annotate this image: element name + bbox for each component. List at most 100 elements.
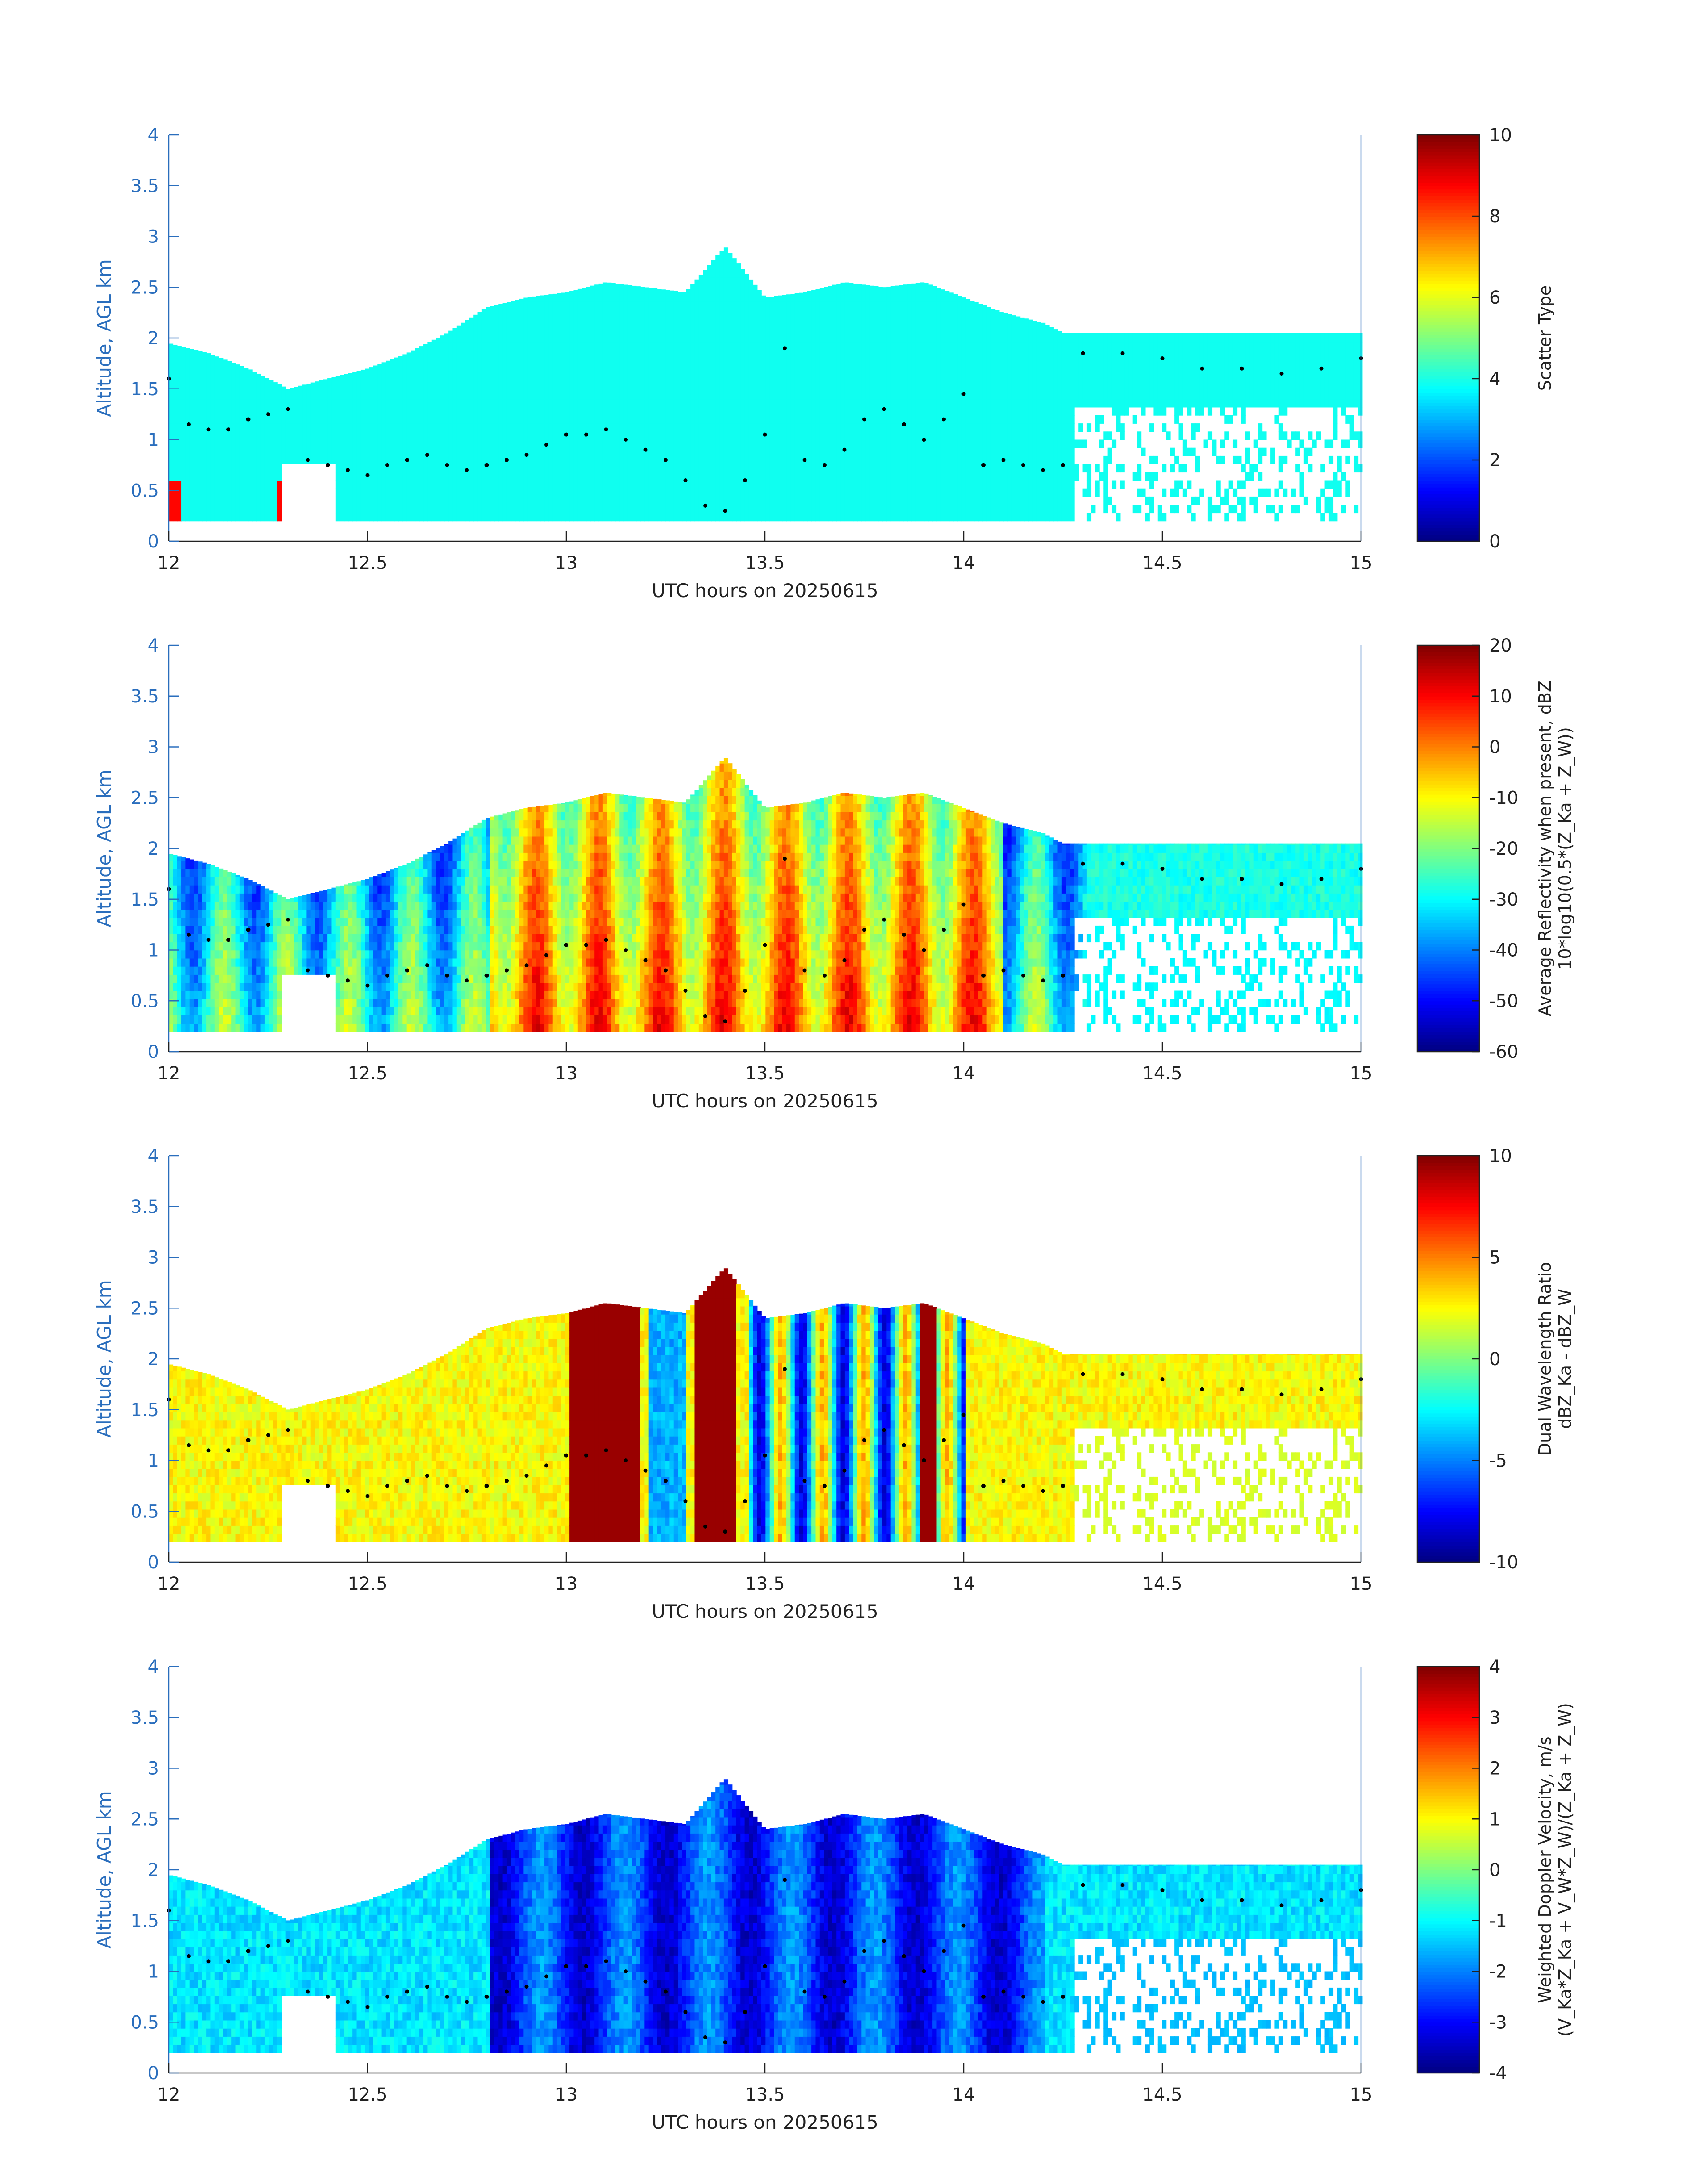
heatmap-cell (565, 367, 570, 375)
heatmap-cell (845, 497, 849, 505)
heatmap-cell (916, 456, 920, 464)
heatmap-cell (628, 367, 632, 375)
heatmap-cell (377, 383, 382, 391)
heatmap-cell (703, 431, 707, 440)
heatmap-cell (857, 309, 862, 318)
heatmap-cell (895, 431, 899, 440)
heatmap-cell (256, 464, 261, 472)
heatmap-cell (703, 326, 707, 334)
heatmap-cell (473, 448, 478, 456)
heatmap-cell (911, 513, 916, 521)
heatmap-cell (344, 505, 348, 513)
heatmap-cell (578, 326, 582, 334)
heatmap-cell (269, 472, 273, 481)
heatmap-cell (874, 342, 878, 351)
heatmap-cell (327, 378, 332, 383)
heatmap-cell (640, 505, 645, 513)
heatmap-cell (682, 301, 686, 310)
heatmap-cell (344, 497, 348, 505)
heatmap-cell (515, 456, 520, 464)
heatmap-cell (841, 513, 845, 521)
heatmap-cell (607, 293, 611, 302)
heatmap-cell (878, 481, 883, 489)
heatmap-cell (415, 391, 419, 399)
heatmap-cell (674, 456, 678, 464)
heatmap-cell (590, 415, 595, 424)
heatmap-cell (966, 309, 970, 318)
heatmap-cell (886, 481, 891, 489)
heatmap-cell (540, 326, 545, 334)
heatmap-cell (941, 383, 945, 391)
heatmap-cell (957, 318, 962, 326)
heatmap-cell (628, 481, 632, 489)
heatmap-cell (674, 309, 678, 318)
heatmap-cell (711, 309, 716, 318)
heatmap-cell (740, 301, 745, 310)
heatmap-cell (219, 407, 223, 416)
heatmap-cell (569, 513, 574, 521)
heatmap-cell (815, 448, 820, 456)
heatmap-cell (962, 456, 966, 464)
heatmap-cell (478, 375, 482, 383)
heatmap-cell (820, 318, 824, 326)
heatmap-cell (398, 359, 403, 367)
heatmap-cell (256, 407, 261, 416)
heatmap-cell (452, 383, 457, 391)
heatmap-cell (465, 359, 469, 367)
heatmap-cell (882, 489, 887, 497)
heatmap-cell (845, 318, 849, 326)
heatmap-cell (427, 489, 432, 497)
heatmap-cell (845, 399, 849, 408)
heatmap-cell (674, 513, 678, 521)
heatmap-cell (707, 456, 712, 464)
heatmap-cell (369, 407, 374, 416)
heatmap-cell (657, 440, 661, 448)
heatmap-cell (423, 350, 428, 359)
heatmap-cell (557, 391, 561, 399)
heatmap-cell (544, 481, 549, 489)
heatmap-cell (219, 399, 223, 408)
heatmap-cell (473, 423, 478, 432)
heatmap-cell (636, 448, 641, 456)
heatmap-cell (795, 407, 799, 416)
heatmap-cell (945, 334, 949, 343)
heatmap-cell (619, 399, 624, 408)
heatmap-cell (882, 513, 887, 521)
heatmap-cell (761, 481, 766, 489)
heatmap-cell (490, 342, 495, 351)
heatmap-cell (557, 407, 561, 416)
heatmap-cell (615, 456, 620, 464)
heatmap-cell (286, 399, 290, 408)
heatmap-cell (386, 440, 390, 448)
heatmap-cell (553, 350, 557, 359)
heatmap-cell (344, 415, 348, 424)
heatmap-cell (515, 423, 520, 432)
heatmap-cell (836, 309, 841, 318)
heatmap-cell (665, 440, 670, 448)
heatmap-cell (465, 513, 469, 521)
heatmap-cell (962, 399, 966, 408)
heatmap-cell (569, 440, 574, 448)
heatmap-cell (569, 489, 574, 497)
heatmap-cell (832, 301, 837, 310)
heatmap-cell (861, 350, 866, 359)
heatmap-cell (215, 407, 219, 416)
heatmap-cell (720, 350, 724, 359)
heatmap-cell (323, 431, 328, 440)
heatmap-cell (169, 489, 173, 497)
heatmap-cell (599, 309, 603, 318)
heatmap-cell (198, 391, 202, 399)
heatmap-cell (957, 448, 962, 456)
heatmap-cell (578, 375, 582, 383)
heatmap-cell (720, 383, 724, 391)
heatmap-cell (690, 309, 695, 318)
heatmap-cell (277, 497, 282, 505)
heatmap-cell (536, 423, 540, 432)
heatmap-cell (707, 301, 712, 310)
heatmap-cell (928, 342, 933, 351)
heatmap-cell (382, 431, 386, 440)
heatmap-cell (728, 334, 732, 343)
heatmap-cell (720, 489, 724, 497)
heatmap-cell (440, 415, 444, 424)
heatmap-cell (185, 431, 190, 440)
